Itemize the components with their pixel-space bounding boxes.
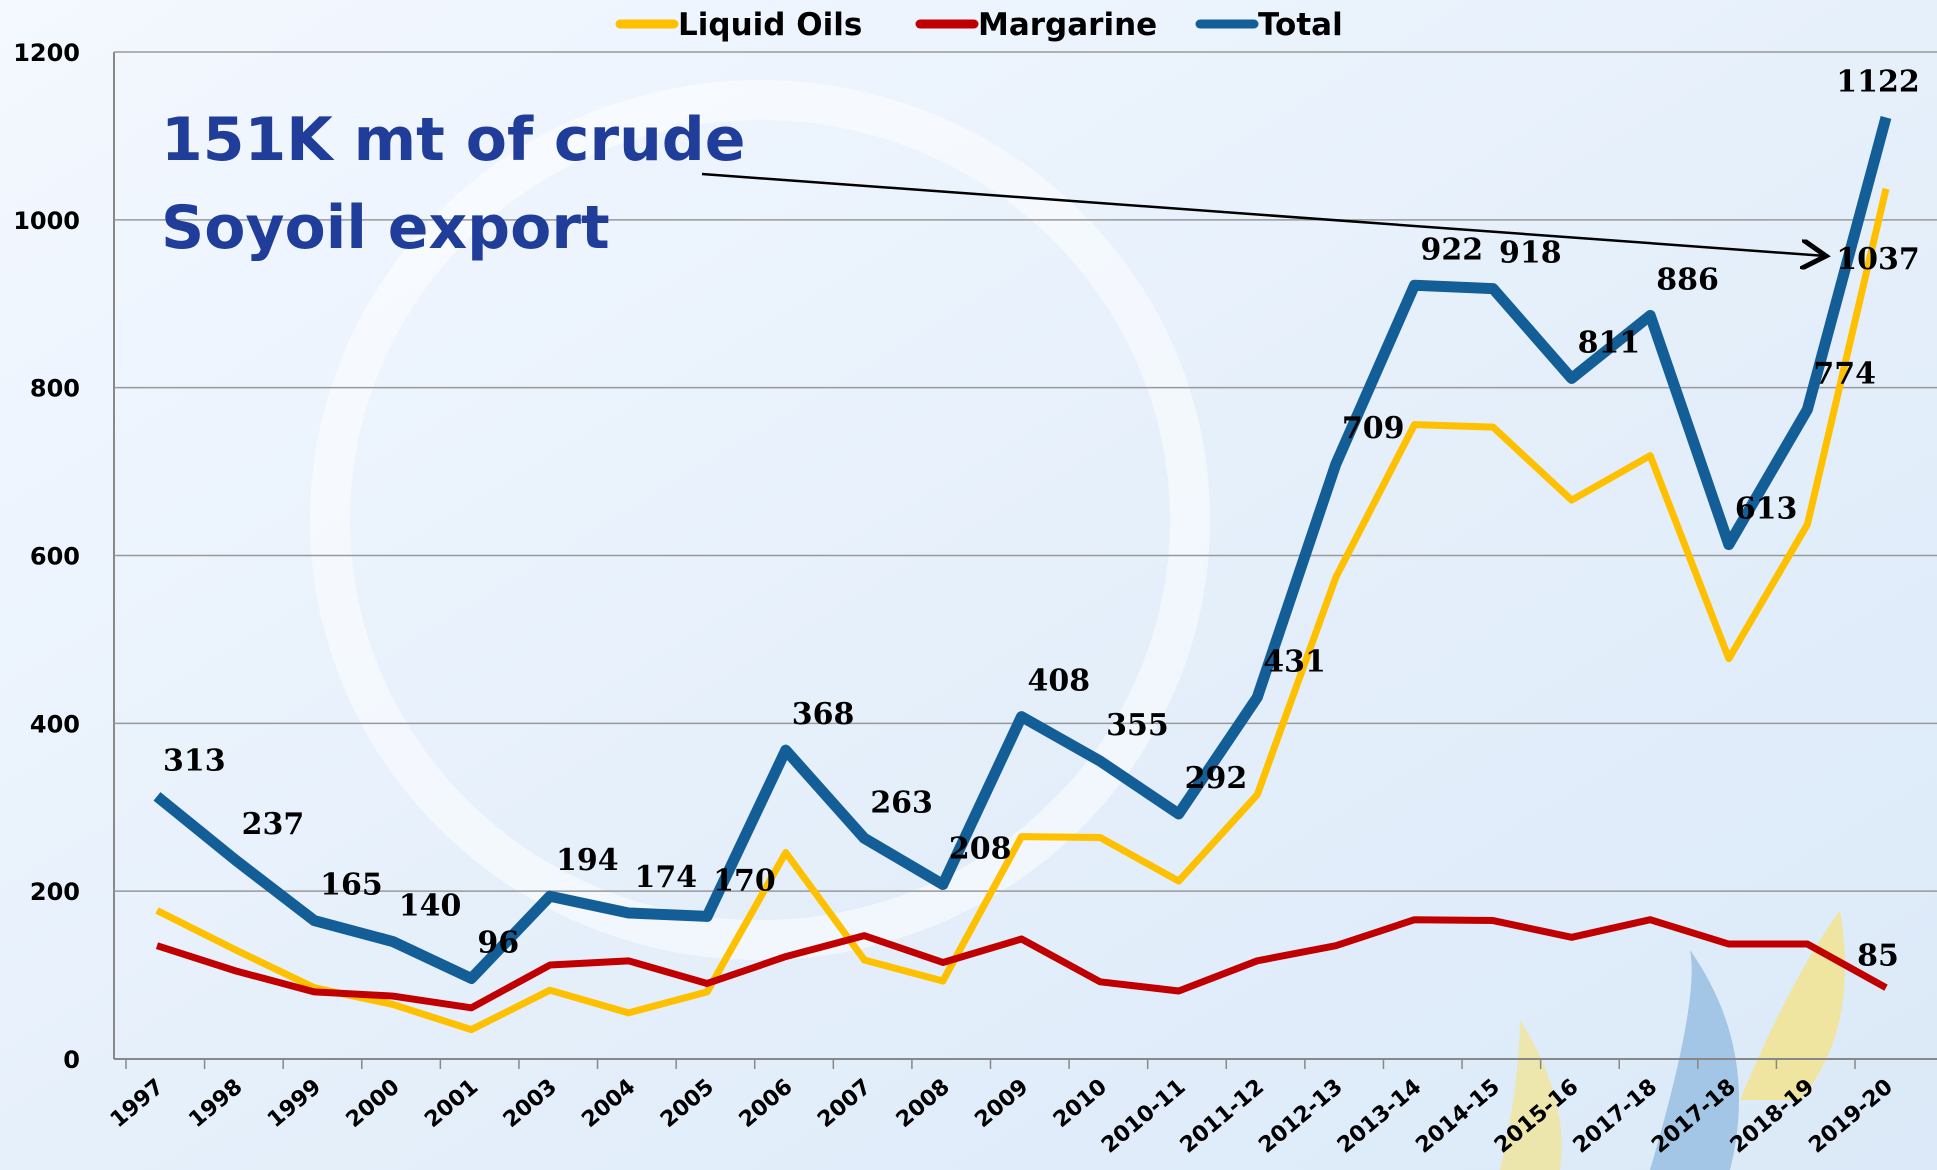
legend-label: Margarine: [978, 7, 1157, 43]
data-label: 1037: [1836, 242, 1920, 277]
data-label: 194: [556, 843, 619, 878]
data-label: 170: [713, 863, 776, 898]
data-label: 613: [1735, 492, 1798, 527]
legend-item: Margarine: [915, 7, 1157, 43]
data-label: 774: [1813, 356, 1876, 391]
data-label: 313: [163, 743, 226, 778]
data-label: 368: [792, 697, 855, 732]
data-label: 237: [242, 807, 305, 842]
data-label: 85: [1857, 939, 1899, 974]
data-label: 263: [870, 785, 933, 820]
decor: [310, 80, 1210, 960]
data-label: 1122: [1836, 64, 1920, 99]
decor: [1500, 1020, 1562, 1170]
data-label: 408: [1028, 664, 1091, 699]
y-tick-label: 1200: [13, 39, 80, 67]
series-line: [155, 916, 1888, 1012]
data-label: 922: [1420, 232, 1483, 267]
data-label: 96: [477, 925, 519, 960]
y-tick-label: 400: [30, 710, 80, 738]
decor: [1740, 910, 1845, 1100]
y-tick-label: 1000: [13, 207, 80, 235]
data-label: 208: [949, 831, 1012, 866]
series-line: [155, 187, 1890, 1034]
y-tick-label: 800: [30, 375, 80, 403]
data-label: 174: [635, 860, 698, 895]
annotation: Soyoil export: [161, 193, 610, 263]
y-tick-label: 200: [30, 878, 80, 906]
y-tick-label: 600: [30, 543, 80, 571]
data-label: 431: [1263, 644, 1326, 679]
series-line: [153, 116, 1892, 984]
legend-label: Total: [1258, 7, 1343, 43]
arrow: [701, 172, 1826, 256]
data-label: 886: [1656, 262, 1719, 297]
y-tick-label: 0: [63, 1046, 80, 1074]
data-label: 140: [399, 889, 462, 924]
data-label: 811: [1578, 325, 1641, 360]
legend-label: Liquid Oils: [678, 7, 862, 43]
legend-item: Total: [1195, 7, 1343, 43]
data-label: 918: [1499, 236, 1562, 271]
data-label: 709: [1342, 411, 1405, 446]
annotation: 151K mt of crude: [161, 105, 745, 175]
legend-item: Liquid Oils: [615, 7, 862, 43]
data-label: 292: [1185, 761, 1248, 796]
data-label: 355: [1106, 708, 1169, 743]
data-label: 165: [320, 868, 383, 903]
